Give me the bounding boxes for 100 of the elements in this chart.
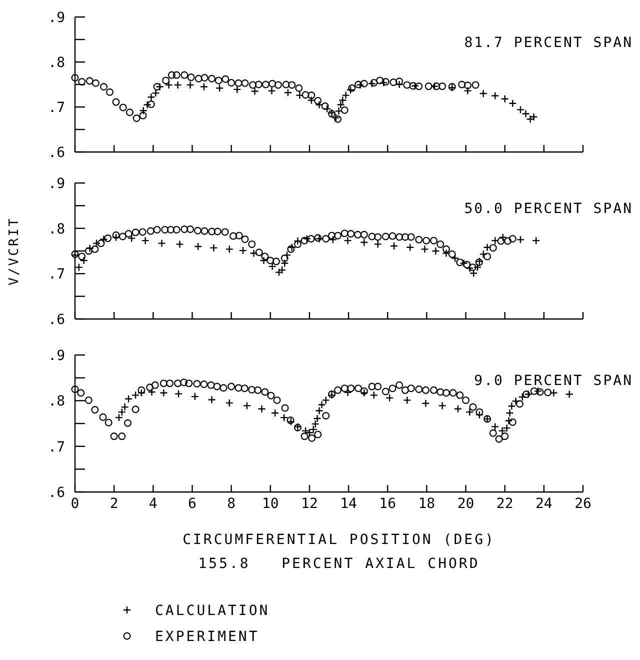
point bbox=[284, 88, 292, 97]
y-tick-label: .7 bbox=[48, 439, 65, 456]
point bbox=[139, 106, 148, 115]
point bbox=[262, 80, 270, 88]
x-tick-label: 14 bbox=[340, 496, 357, 512]
point bbox=[395, 80, 404, 89]
point bbox=[424, 82, 432, 90]
point bbox=[270, 408, 280, 418]
point bbox=[147, 93, 156, 102]
point bbox=[315, 406, 324, 415]
point bbox=[106, 88, 114, 96]
point bbox=[234, 79, 242, 87]
point bbox=[403, 396, 412, 404]
point bbox=[280, 413, 288, 422]
point bbox=[112, 98, 120, 106]
point bbox=[268, 262, 276, 271]
point bbox=[164, 80, 173, 90]
point bbox=[114, 413, 124, 422]
point bbox=[508, 402, 516, 410]
point bbox=[295, 84, 303, 92]
point bbox=[208, 396, 216, 404]
x-tick-label: 2 bbox=[110, 496, 118, 512]
point bbox=[288, 81, 296, 89]
point bbox=[512, 397, 520, 406]
point bbox=[498, 426, 506, 435]
point bbox=[143, 100, 152, 109]
point bbox=[119, 104, 127, 112]
point bbox=[286, 418, 295, 426]
point bbox=[296, 91, 304, 100]
x-tick-label: 22 bbox=[496, 496, 514, 512]
point bbox=[473, 263, 482, 272]
point bbox=[120, 402, 129, 412]
point bbox=[344, 236, 352, 245]
x-tick-label: 16 bbox=[379, 496, 396, 512]
point bbox=[420, 245, 429, 254]
point bbox=[506, 408, 514, 418]
x-tick-label: 8 bbox=[227, 496, 236, 512]
point bbox=[86, 77, 94, 85]
point bbox=[374, 240, 382, 248]
point bbox=[294, 236, 302, 246]
point bbox=[242, 402, 252, 410]
x-tick-label: 4 bbox=[148, 496, 158, 512]
point bbox=[208, 74, 216, 82]
point bbox=[92, 239, 101, 248]
point bbox=[472, 81, 480, 89]
point bbox=[524, 390, 532, 398]
point bbox=[294, 422, 302, 431]
point bbox=[318, 400, 326, 409]
point bbox=[314, 96, 322, 104]
point bbox=[132, 114, 140, 122]
y-tick-label: .6 bbox=[48, 485, 65, 501]
point bbox=[225, 245, 234, 254]
point bbox=[360, 388, 368, 398]
point bbox=[162, 76, 170, 84]
y-tick-label: .9 bbox=[48, 348, 65, 364]
point bbox=[74, 263, 84, 272]
point bbox=[80, 256, 88, 265]
y-tick-label: .9 bbox=[48, 176, 65, 192]
point bbox=[432, 246, 440, 256]
point bbox=[194, 74, 202, 82]
point bbox=[308, 92, 316, 100]
point bbox=[466, 408, 474, 416]
point bbox=[458, 80, 466, 88]
point bbox=[490, 236, 500, 245]
point bbox=[258, 404, 266, 413]
point bbox=[354, 80, 362, 88]
point bbox=[190, 392, 200, 401]
point bbox=[124, 394, 133, 403]
point bbox=[438, 82, 446, 90]
point bbox=[356, 80, 364, 90]
point bbox=[152, 88, 160, 98]
point bbox=[360, 238, 368, 246]
point bbox=[156, 82, 164, 91]
point bbox=[442, 249, 450, 258]
point bbox=[498, 233, 507, 242]
point bbox=[137, 388, 146, 398]
point bbox=[346, 86, 355, 94]
point bbox=[464, 86, 472, 95]
point bbox=[225, 398, 234, 408]
point bbox=[139, 112, 147, 120]
point bbox=[490, 92, 500, 100]
point bbox=[370, 391, 378, 400]
x-tick-label: 6 bbox=[188, 496, 196, 512]
point bbox=[344, 388, 352, 397]
point bbox=[338, 96, 347, 104]
point bbox=[118, 408, 126, 416]
point bbox=[382, 78, 390, 86]
point bbox=[249, 81, 257, 89]
point bbox=[254, 80, 262, 88]
point bbox=[148, 388, 156, 396]
y-tick-label: .7 bbox=[48, 266, 65, 283]
x-axis-title: CIRCUMFERENTIAL POSITION (DEG) bbox=[182, 532, 496, 548]
point bbox=[390, 78, 398, 86]
point bbox=[438, 402, 446, 410]
point bbox=[500, 94, 509, 103]
point bbox=[532, 236, 540, 245]
annotation: 81.7 PERCENT SPAN bbox=[464, 35, 633, 51]
x-tick-label: 20 bbox=[457, 496, 474, 512]
point bbox=[250, 87, 259, 96]
point bbox=[432, 82, 440, 90]
